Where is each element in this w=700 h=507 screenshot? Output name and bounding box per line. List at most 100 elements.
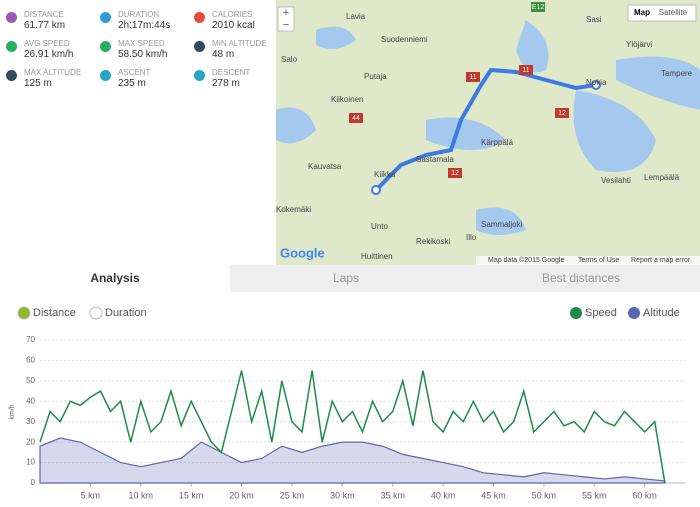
x-tick-label: 30 km <box>330 490 355 500</box>
road-sign <box>555 108 569 118</box>
road-sign <box>531 2 545 12</box>
stat: MAX SPEED 58.50 km/h <box>100 39 167 60</box>
stat-value: 2h:17m:44s <box>118 20 171 31</box>
speed-line <box>39 370 666 484</box>
road-sign <box>448 168 462 178</box>
place-label: Sastamala <box>416 155 454 164</box>
road-number: 12 <box>451 170 459 177</box>
toggle-label[interactable]: Distance <box>33 307 76 319</box>
zoom-out[interactable]: − <box>283 19 289 31</box>
google-logo: Google <box>280 245 325 260</box>
stat: MIN ALTITUDE 48 m <box>194 39 267 60</box>
road-number: 12 <box>558 110 566 117</box>
x-tick-label: 50 km <box>532 490 557 500</box>
toggle-label[interactable]: Duration <box>105 307 147 319</box>
stat-value: 61.77 km <box>24 20 66 31</box>
place-label: Lempäälä <box>644 173 680 182</box>
place-label: Nokia <box>586 78 607 87</box>
stat-icon <box>6 70 17 81</box>
stat-value: 48 m <box>212 49 235 60</box>
map-type-control[interactable] <box>627 4 697 22</box>
stat-value: 278 m <box>212 78 240 89</box>
y-tick-label: 20 <box>26 437 35 446</box>
tab[interactable]: Analysis <box>0 265 230 292</box>
place-label: Vesilahti <box>601 176 631 185</box>
road-number: 11 <box>469 74 476 81</box>
tab[interactable]: Best distances <box>462 265 700 292</box>
place-label: Kiikoinen <box>331 95 363 104</box>
stat: DISTANCE 61.77 km <box>6 10 66 31</box>
stat: AVG SPEED 26.91 km/h <box>6 39 74 60</box>
y-tick-label: 40 <box>26 396 35 405</box>
stat-value: 235 m <box>118 78 146 89</box>
place-label: Salo <box>281 55 298 64</box>
x-tick-label: 20 km <box>229 490 254 500</box>
place-label: Kärppälä <box>481 138 514 147</box>
zoom-control[interactable] <box>277 6 295 32</box>
road-number: 11 <box>522 67 529 74</box>
stat-value: 2010 kcal <box>212 20 255 31</box>
x-tick-label: 60 km <box>632 490 657 500</box>
place-label: Unto <box>371 222 388 231</box>
place-label: Illo <box>466 233 477 242</box>
place-label: Kokemäki <box>276 205 311 214</box>
map-footer-bg <box>476 256 700 265</box>
stat: ASCENT 235 m <box>100 68 151 89</box>
stat-icon <box>6 41 17 52</box>
stat-icon <box>194 12 205 23</box>
map-footer-text[interactable]: Terms of Use <box>578 257 619 264</box>
stat-label: ASCENT <box>118 68 151 77</box>
stat: DURATION 2h:17m:44s <box>100 10 171 31</box>
satellite-button[interactable]: Satellite <box>659 8 688 17</box>
stat-icon <box>6 12 17 23</box>
route <box>374 67 597 192</box>
x-tick-label: 40 km <box>431 490 456 500</box>
stat-label: DESCENT <box>212 68 251 77</box>
place-label: Kiikka <box>374 170 396 179</box>
x-tick-label: 55 km <box>582 490 607 500</box>
y-tick-label: 30 <box>26 417 35 426</box>
y-tick-label: 60 <box>26 356 35 365</box>
stat-label: AVG SPEED <box>24 39 70 48</box>
place-label: Suodenniemi <box>381 35 428 44</box>
y-tick-label: 10 <box>26 458 35 467</box>
place-label: Kauvatsa <box>308 162 342 171</box>
legend-label[interactable]: Altitude <box>643 307 680 319</box>
place-label: Huittinen <box>361 252 393 261</box>
place-label: Tampere <box>661 69 693 78</box>
toggle-check[interactable] <box>17 306 31 320</box>
legend-check[interactable] <box>570 307 582 319</box>
x-tick-label: 35 km <box>380 490 405 500</box>
stat-icon <box>100 41 111 52</box>
y-tick-label: 50 <box>26 376 35 385</box>
route-start <box>371 185 381 195</box>
map-footer-text[interactable]: Report a map error <box>631 257 691 264</box>
stat-icon <box>100 70 111 81</box>
place-label: Sasi <box>586 15 602 24</box>
road-sign <box>519 65 533 75</box>
legend-check[interactable] <box>628 307 640 319</box>
stat: MAX ALTITUDE 125 m <box>6 68 81 89</box>
stat-label: DISTANCE <box>24 10 64 19</box>
y-tick-label: 0 <box>31 478 36 487</box>
chart-area: Distance Duration Speed Altitude km/h 0 10 20 30… <box>9 306 685 500</box>
zoom-in[interactable]: + <box>283 7 289 19</box>
map[interactable]: +− Map Satellite Lavia Sasi Suodenniemi Ylöjär… <box>276 0 700 265</box>
legend-label[interactable]: Speed <box>585 307 617 319</box>
place-label: Rekikoski <box>416 237 450 246</box>
x-tick-label: 5 km <box>81 490 101 500</box>
stat: CALORIES 2010 kcal <box>194 10 255 31</box>
x-tick-label: 45 km <box>481 490 506 500</box>
toggle-check[interactable] <box>89 306 103 320</box>
stats-panel: DISTANCE 61.77 km DURATION 2h:17m:44s CALORI… <box>0 0 276 265</box>
map-button[interactable]: Map <box>634 8 650 17</box>
road-sign <box>466 72 480 82</box>
y-axis-label: km/h <box>9 404 16 419</box>
stat-value: 26.91 km/h <box>24 49 74 60</box>
road-sign <box>349 113 363 123</box>
map-footer-text: Map data ©2015 Google <box>488 256 564 264</box>
y-tick-label: 70 <box>26 335 35 344</box>
tab[interactable]: Laps <box>230 265 462 292</box>
x-tick-label: 10 km <box>129 490 154 500</box>
